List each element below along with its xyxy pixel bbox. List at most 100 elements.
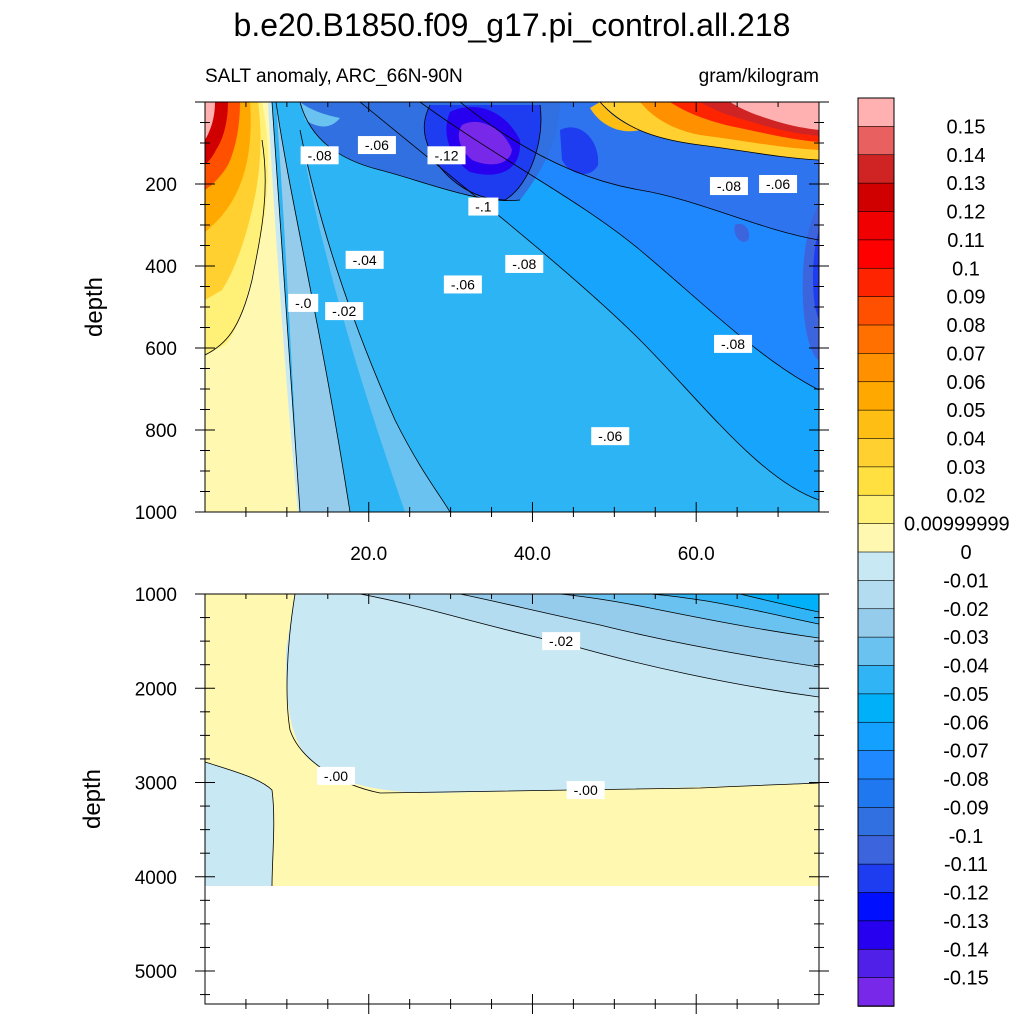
colorbar-label: 0.02 <box>947 485 986 507</box>
colorbar-swatch <box>857 523 895 553</box>
colorbar-swatch <box>857 409 895 440</box>
upper-contour-fill <box>205 102 819 512</box>
contour-label-bg <box>759 175 798 193</box>
colorbar: 0.15 0.14 0.13 0.12 0.11 0.1 0.09 0.08 0.07 0.06 0… <box>857 97 1010 1007</box>
colorbar-label: -0.09 <box>943 797 989 819</box>
contour-label-bg <box>288 293 319 312</box>
colorbar-swatch <box>857 438 895 468</box>
colorbar-label: -0.13 <box>943 911 989 933</box>
contour-label: -.08 <box>721 336 745 352</box>
colorbar-swatch <box>857 154 895 184</box>
x-tick-label: 60.0 <box>678 544 715 565</box>
colorbar-label: -0.14 <box>943 939 989 961</box>
contour-label: -.1 <box>475 199 492 215</box>
contour-label: -.04 <box>353 252 377 268</box>
subtitle-right: gram/kilogram <box>699 66 819 87</box>
contour-label-bg <box>468 197 499 216</box>
upper-panel: 20.0 40.0 60.0 200 400 600 800 1000 -.08 -.06 -.1… <box>81 101 829 565</box>
field-band <box>730 102 819 130</box>
colorbar-swatch <box>857 353 895 383</box>
y-tick-label: 400 <box>145 257 177 278</box>
contour-label-bg <box>709 177 748 196</box>
y-tick-label: 600 <box>145 339 177 360</box>
contour-lines <box>205 102 819 512</box>
contour-label-bg <box>591 427 630 446</box>
colorbar-swatch <box>857 636 895 667</box>
y-tick-label: 1000 <box>135 503 177 524</box>
contour-label: -.0 <box>295 295 312 311</box>
contour-label-bg <box>427 146 466 165</box>
colorbar-swatch <box>857 324 895 355</box>
y-tick-label: 3000 <box>135 774 177 795</box>
colorbar-swatch <box>857 580 895 610</box>
y-tick-label: 2000 <box>135 679 177 700</box>
lower-contour-fill <box>205 594 819 886</box>
colorbar-label: 0.11 <box>947 230 984 252</box>
colorbar-swatch <box>857 182 895 213</box>
lower-contour-labels: -.02 -.00 -.00 <box>316 632 605 800</box>
colorbar-swatch <box>857 381 895 411</box>
colorbar-label: 0.14 <box>947 145 986 167</box>
contour-label: -.08 <box>512 256 536 272</box>
colorbar-swatch <box>857 211 895 241</box>
contour-label-bg <box>345 250 384 269</box>
field-band <box>458 121 512 165</box>
upper-contour-labels: -.08 -.06 -.12 -.1 -.04 -.08 -.0 -.02 -.06 -.08 -.… <box>288 136 798 446</box>
colorbar-label: 0.03 <box>947 457 986 479</box>
lower-panel: 1000 2000 3000 4000 5000 -.02 -.00 -.00 depth <box>79 585 829 1014</box>
colorbar-label: -0.02 <box>943 599 989 621</box>
contour-label-bg <box>505 254 544 273</box>
contour-label: -.08 <box>308 147 332 163</box>
colorbar-swatch <box>857 920 895 951</box>
y-tick-label: 5000 <box>135 962 177 983</box>
colorbar-swatch <box>857 863 895 894</box>
chart-title: b.e20.B1850.f09_g17.pi_control.all.218 <box>234 7 791 43</box>
y-tick-label: 800 <box>145 421 177 442</box>
contour-label-bg <box>316 766 355 785</box>
field-band <box>205 102 215 140</box>
colorbar-swatch <box>857 239 895 270</box>
field-band <box>300 102 340 127</box>
field-band <box>590 102 640 132</box>
x-tick-label: 40.0 <box>514 544 551 565</box>
colorbar-label: 0.08 <box>947 315 986 337</box>
colorbar-swatch <box>857 807 895 837</box>
colorbar-swatch <box>857 693 895 724</box>
colorbar-swatch <box>857 892 895 922</box>
contour-label: -.06 <box>451 276 475 292</box>
contour-label: -.12 <box>434 147 458 163</box>
colorbar-swatch <box>857 778 895 809</box>
colorbar-swatch <box>857 494 895 525</box>
colorbar-label: 0.1 <box>952 258 980 280</box>
colorbar-label: -0.15 <box>943 968 989 990</box>
contour-label: -.06 <box>766 176 790 192</box>
colorbar-swatch <box>857 750 895 780</box>
lower-plot-frame <box>204 593 820 1005</box>
upper-y-axis-label: depth <box>81 277 108 337</box>
colorbar-swatch <box>857 97 895 128</box>
lower-y-axis-label: depth <box>79 769 106 829</box>
subtitle-left: SALT anomaly, ARC_66N-90N <box>205 66 463 87</box>
colorbar-swatch <box>857 835 895 865</box>
contour-label: -.06 <box>365 137 389 153</box>
colorbar-label: -0.11 <box>944 854 988 876</box>
colorbar-label: -0.04 <box>943 656 989 678</box>
colorbar-label: 0.05 <box>947 400 986 422</box>
colorbar-swatch <box>857 977 895 1007</box>
field-band <box>205 762 274 886</box>
contour-label-bg <box>566 781 605 800</box>
contour-label-bg <box>300 146 339 165</box>
field-band <box>812 230 819 320</box>
y-tick-label: 1000 <box>135 585 177 606</box>
colorbar-label: -0.1 <box>949 826 983 848</box>
x-tick-label: 20.0 <box>350 544 387 565</box>
colorbar-swatch <box>857 551 895 582</box>
colorbar-label: -0.12 <box>943 883 989 905</box>
upper-axes: 20.0 40.0 60.0 200 400 600 800 1000 <box>135 101 829 565</box>
colorbar-label: 0.07 <box>947 343 986 365</box>
colorbar-label: 0.15 <box>947 116 986 138</box>
contour-label-bg <box>542 632 581 651</box>
y-tick-label: 200 <box>145 175 177 196</box>
colorbar-swatch <box>857 948 895 979</box>
